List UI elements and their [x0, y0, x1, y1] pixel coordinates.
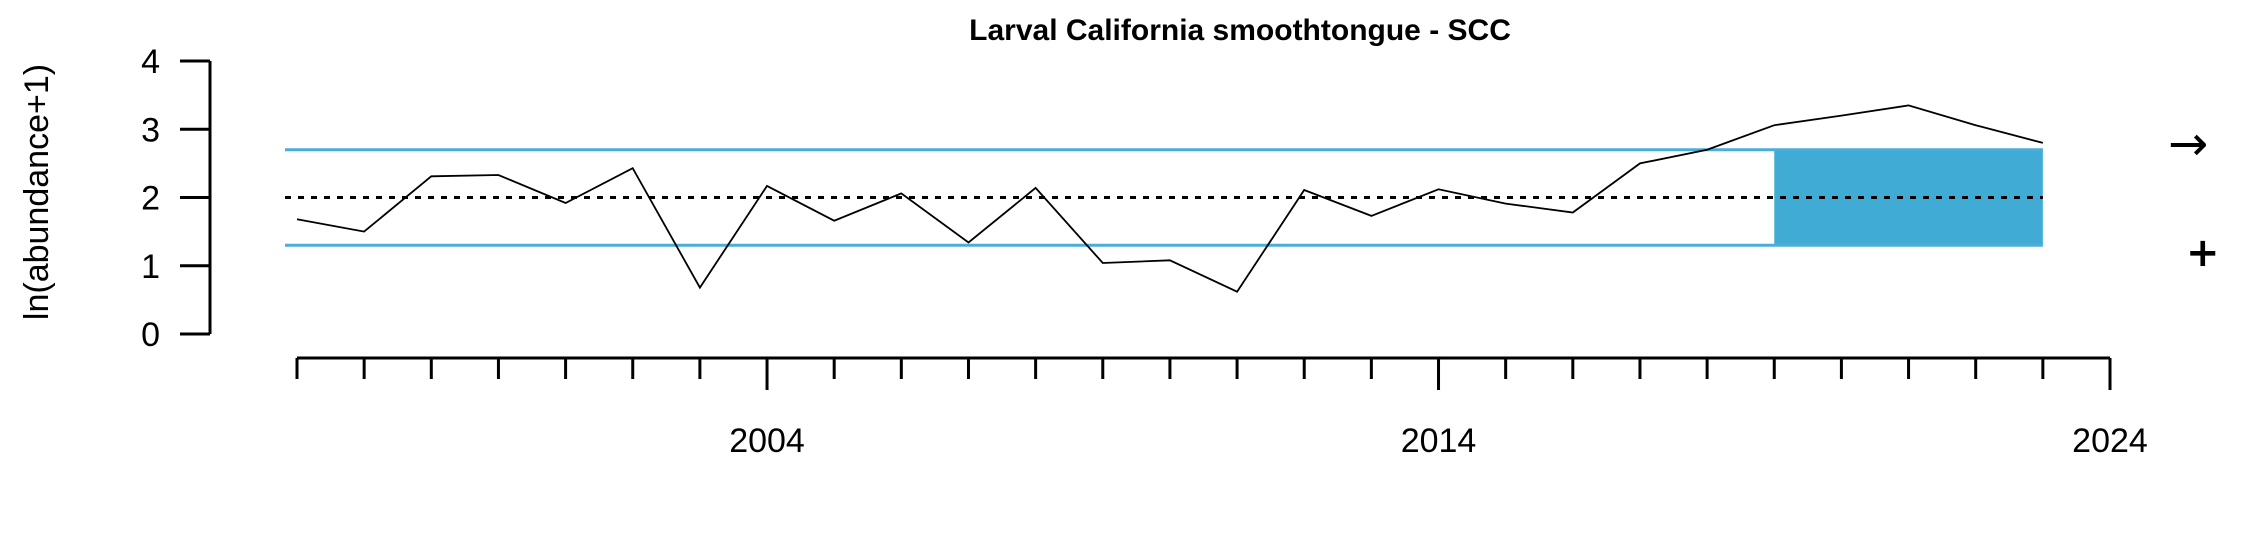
y-tick-label: 3: [141, 111, 160, 149]
chart-title: Larval California smoothtongue - SCC: [969, 14, 1511, 47]
x-tick-label: 2004: [729, 422, 805, 460]
y-tick-label: 0: [141, 316, 160, 354]
y-axis: 0 1 2 3 4: [141, 43, 212, 354]
y-axis-label: ln(abundance+1): [18, 64, 56, 320]
y-tick-label: 2: [141, 180, 160, 218]
y-tick-label: 1: [141, 248, 160, 286]
series-line: [296, 104, 2044, 293]
x-axis: 2004 2014 2024: [295, 356, 2148, 460]
plot-area: [285, 104, 2044, 293]
mean-status-symbol: +: [2186, 230, 2220, 276]
y-tick-label: 4: [141, 43, 160, 81]
trend-arrow-symbol: →: [2168, 116, 2208, 172]
x-tick-label: 2024: [2072, 422, 2148, 460]
x-tick-label: 2014: [1401, 422, 1477, 460]
